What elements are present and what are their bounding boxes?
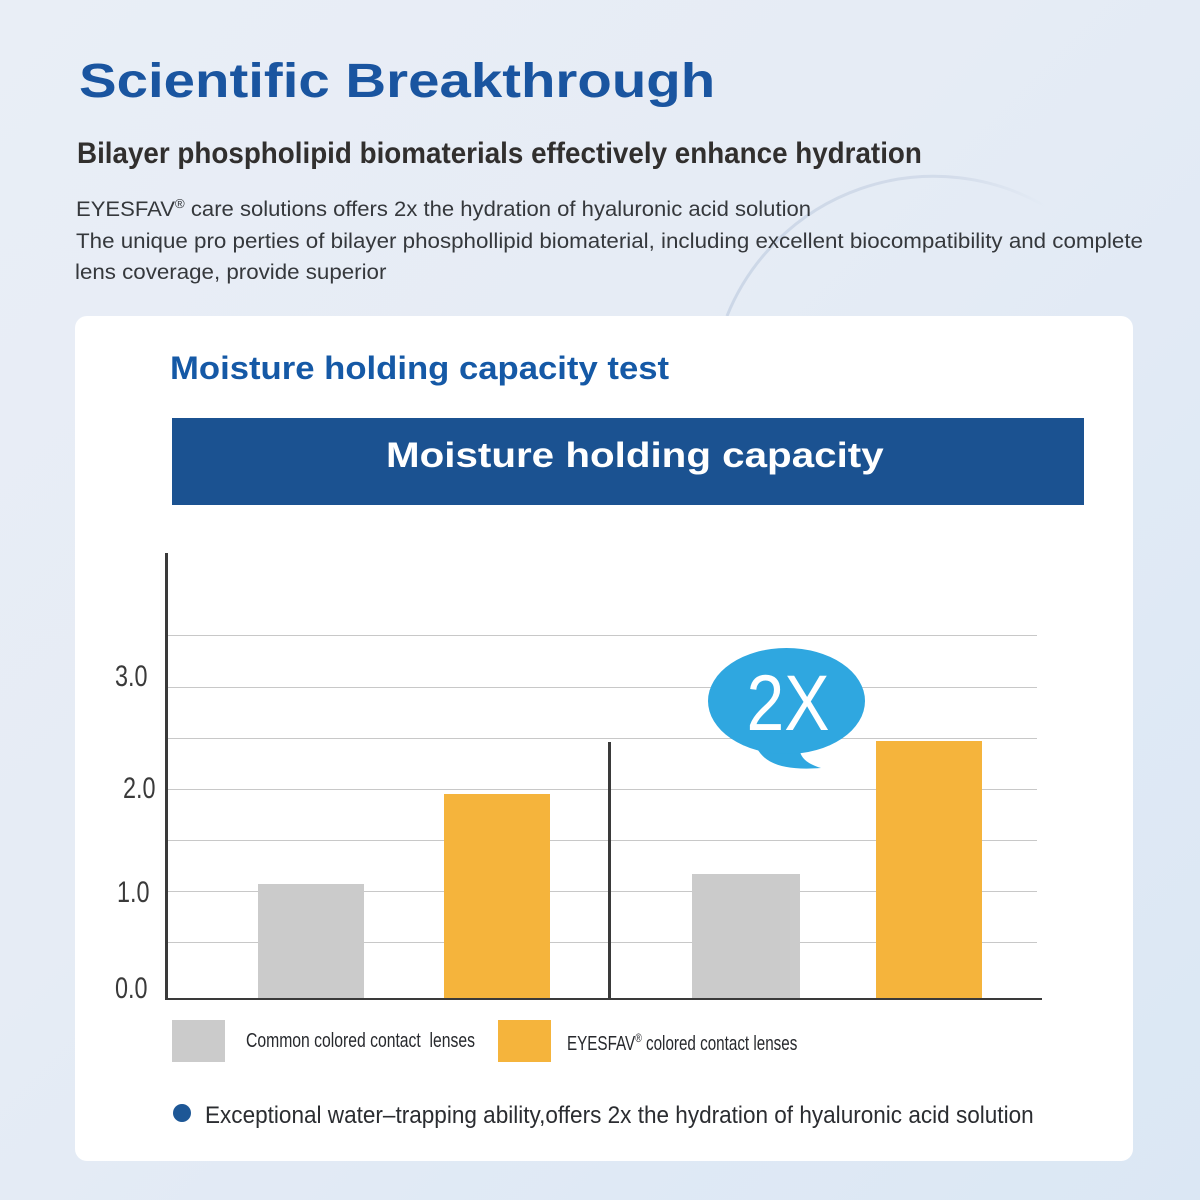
svg-text:2X: 2X	[747, 658, 830, 747]
